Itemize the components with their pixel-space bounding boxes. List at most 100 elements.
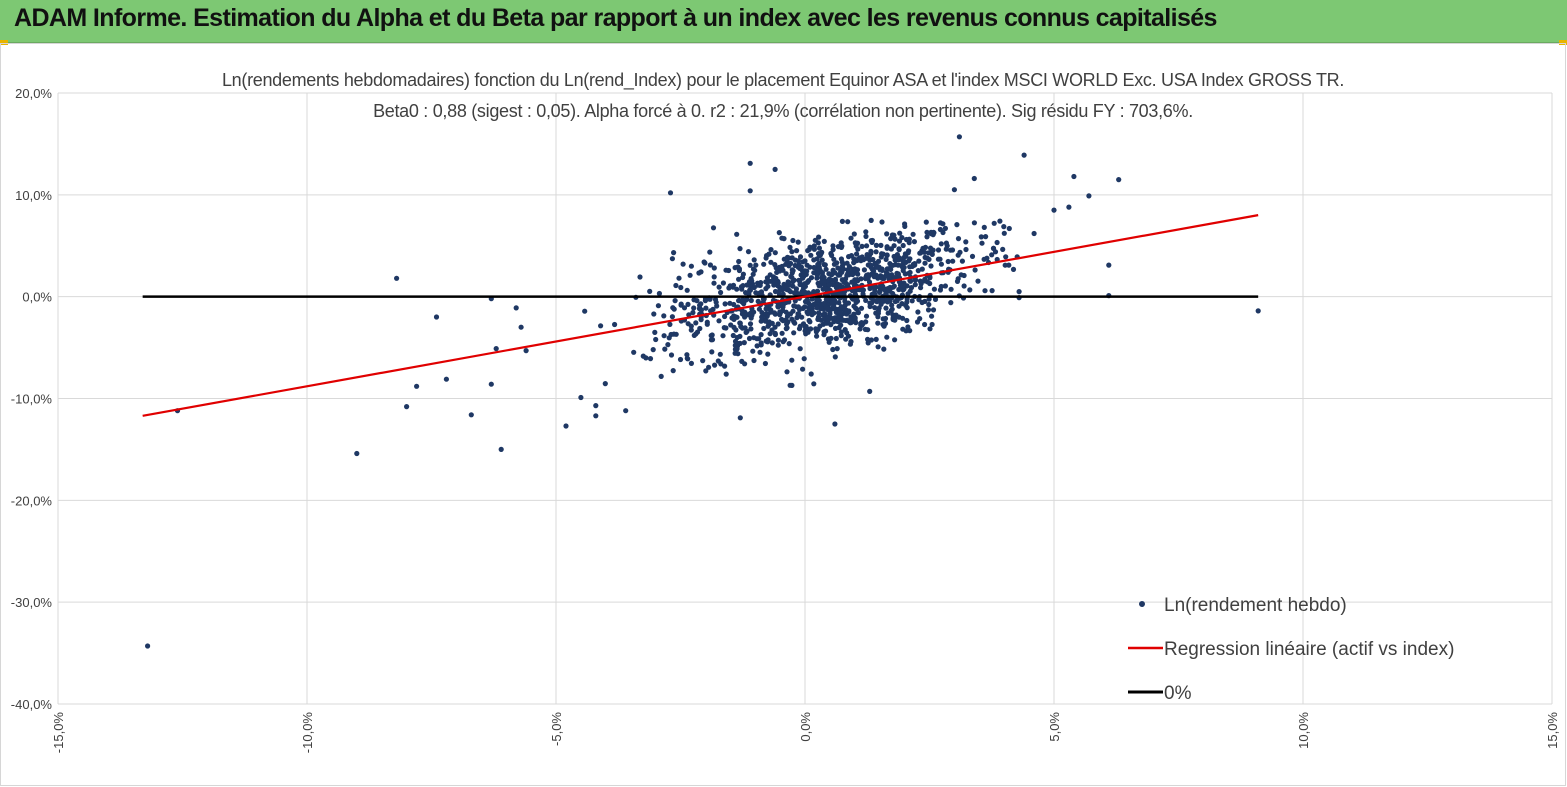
data-point bbox=[943, 240, 950, 246]
data-point bbox=[848, 235, 854, 241]
data-point bbox=[145, 643, 151, 649]
data-point bbox=[710, 225, 717, 231]
data-point bbox=[835, 318, 841, 325]
data-point bbox=[804, 268, 810, 274]
data-point bbox=[1255, 308, 1261, 314]
data-point bbox=[612, 321, 618, 328]
data-point bbox=[647, 356, 654, 362]
data-point bbox=[832, 354, 838, 360]
data-point bbox=[753, 290, 759, 296]
data-point bbox=[845, 219, 851, 225]
data-point bbox=[791, 290, 798, 296]
data-point bbox=[975, 278, 981, 284]
data-point bbox=[750, 348, 756, 354]
data-point bbox=[959, 258, 966, 264]
data-point bbox=[691, 305, 697, 311]
data-point bbox=[851, 231, 857, 237]
data-point bbox=[843, 317, 849, 324]
data-point bbox=[955, 236, 962, 242]
y-tick-label: -40,0% bbox=[11, 697, 53, 712]
y-tick-label: -20,0% bbox=[11, 493, 53, 508]
data-point bbox=[394, 275, 400, 281]
data-point bbox=[775, 337, 782, 343]
data-point bbox=[651, 311, 657, 317]
y-tick-label: 20,0% bbox=[15, 86, 52, 101]
data-point bbox=[802, 299, 809, 305]
data-point bbox=[915, 268, 921, 274]
data-point bbox=[895, 272, 901, 278]
data-point bbox=[859, 243, 865, 249]
data-point bbox=[950, 258, 956, 264]
data-point bbox=[734, 231, 740, 237]
data-point bbox=[652, 329, 658, 335]
data-point bbox=[768, 259, 774, 265]
data-point bbox=[598, 323, 604, 329]
data-point bbox=[834, 346, 840, 352]
y-tick-label: -10,0% bbox=[11, 392, 53, 407]
data-point bbox=[739, 358, 745, 364]
data-point bbox=[863, 319, 869, 325]
data-point bbox=[930, 307, 937, 313]
data-point bbox=[685, 301, 691, 307]
data-point bbox=[772, 166, 778, 172]
data-point bbox=[869, 237, 876, 244]
data-point bbox=[799, 289, 805, 295]
data-point bbox=[707, 249, 713, 255]
data-point bbox=[850, 271, 856, 278]
data-point bbox=[921, 278, 928, 284]
data-point bbox=[671, 250, 677, 256]
data-point bbox=[884, 297, 890, 303]
data-point bbox=[1021, 152, 1027, 158]
data-point bbox=[796, 311, 802, 317]
data-point bbox=[722, 313, 728, 320]
data-point bbox=[687, 272, 693, 278]
data-point bbox=[821, 278, 828, 285]
data-point bbox=[928, 229, 934, 235]
data-point bbox=[837, 309, 844, 315]
data-point bbox=[720, 280, 727, 286]
data-point bbox=[805, 329, 811, 335]
data-point bbox=[789, 270, 795, 276]
data-point bbox=[772, 324, 778, 330]
data-point bbox=[888, 246, 894, 252]
data-point bbox=[847, 319, 854, 325]
data-point bbox=[653, 336, 659, 343]
data-point bbox=[899, 235, 905, 241]
data-point bbox=[795, 239, 801, 245]
data-point bbox=[748, 315, 754, 321]
data-point bbox=[783, 284, 789, 290]
data-point bbox=[804, 262, 810, 268]
data-point bbox=[740, 283, 746, 289]
data-point bbox=[829, 252, 835, 258]
data-point bbox=[858, 305, 865, 311]
data-point bbox=[890, 262, 896, 268]
data-point bbox=[860, 287, 867, 293]
data-point bbox=[726, 267, 732, 274]
data-point bbox=[898, 286, 904, 292]
data-point bbox=[972, 267, 978, 273]
data-point bbox=[919, 299, 925, 306]
data-point bbox=[780, 304, 786, 310]
data-point bbox=[909, 263, 915, 269]
data-point bbox=[857, 326, 863, 332]
data-point bbox=[732, 265, 738, 271]
x-axis-ticks: -15,0% -10,0% -5,0% 0,0% 5,0% 10,0% 15,0% bbox=[51, 712, 1560, 754]
data-point bbox=[718, 361, 724, 367]
data-point bbox=[711, 274, 717, 280]
data-point bbox=[650, 347, 656, 353]
data-point bbox=[852, 240, 858, 246]
data-point bbox=[814, 304, 820, 311]
data-point bbox=[904, 299, 910, 305]
data-point bbox=[868, 262, 874, 268]
data-point bbox=[578, 394, 584, 401]
data-point bbox=[740, 274, 746, 281]
data-point bbox=[758, 318, 764, 324]
data-point bbox=[863, 274, 869, 280]
data-point bbox=[700, 358, 706, 364]
data-point bbox=[852, 315, 858, 321]
data-point bbox=[722, 301, 728, 307]
x-tick-label: 5,0% bbox=[1047, 712, 1062, 742]
data-point bbox=[691, 332, 697, 338]
data-point bbox=[673, 282, 679, 289]
data-point bbox=[816, 283, 822, 289]
